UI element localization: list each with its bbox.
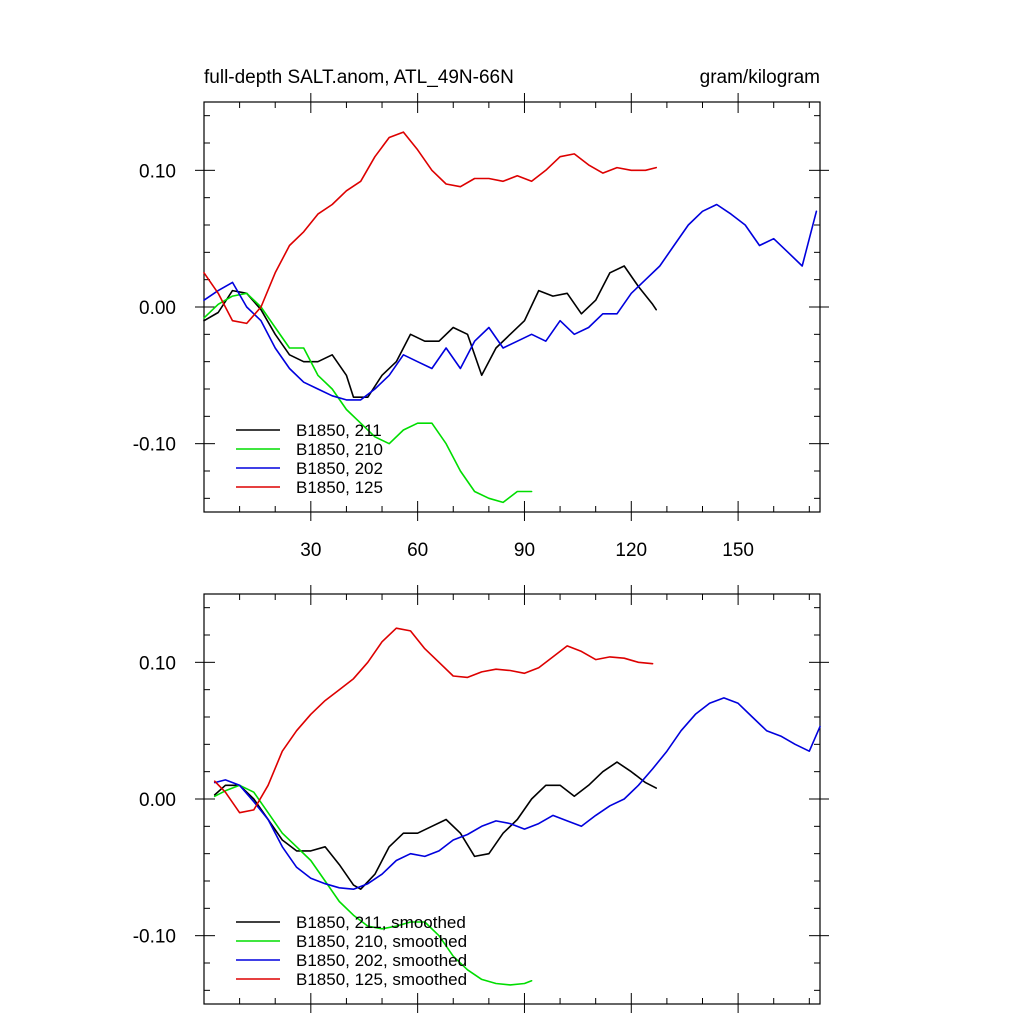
series-line-3 xyxy=(203,131,657,325)
x-tick-label: 120 xyxy=(615,540,647,561)
x-tick-label: 30 xyxy=(300,540,321,561)
series-line-0 xyxy=(213,761,657,890)
legend-label: B1850, 211, smoothed xyxy=(296,913,466,932)
x-tick-label: 90 xyxy=(514,540,535,561)
y-tick-label: 0.00 xyxy=(139,790,176,811)
legend-label: B1850, 202, smoothed xyxy=(296,951,467,970)
series-line-1 xyxy=(213,784,533,986)
legend-label: B1850, 210 xyxy=(296,440,383,459)
legend-label: B1850, 125, smoothed xyxy=(296,970,467,989)
y-tick-label: 0.10 xyxy=(139,161,176,182)
y-tick-label: -0.10 xyxy=(133,927,176,948)
legend-label: B1850, 125 xyxy=(296,478,383,497)
x-tick-label: 60 xyxy=(407,540,428,561)
legend-label: B1850, 211 xyxy=(296,421,382,440)
y-tick-label: 0.10 xyxy=(139,653,176,674)
series-line-3 xyxy=(213,627,654,814)
y-tick-label: 0.00 xyxy=(139,298,176,319)
legend-label: B1850, 202 xyxy=(296,459,383,478)
series-line-2 xyxy=(203,203,818,401)
legend-label: B1850, 210, smoothed xyxy=(296,932,467,951)
y-tick-label: -0.10 xyxy=(133,435,176,456)
x-tick-label: 150 xyxy=(722,540,754,561)
series-line-0 xyxy=(203,265,657,398)
chart-units: gram/kilogram xyxy=(700,67,820,88)
series-line-2 xyxy=(213,697,821,890)
chart-title: full-depth SALT.anom, ATL_49N-66N xyxy=(204,67,514,88)
series-line-1 xyxy=(203,292,533,504)
